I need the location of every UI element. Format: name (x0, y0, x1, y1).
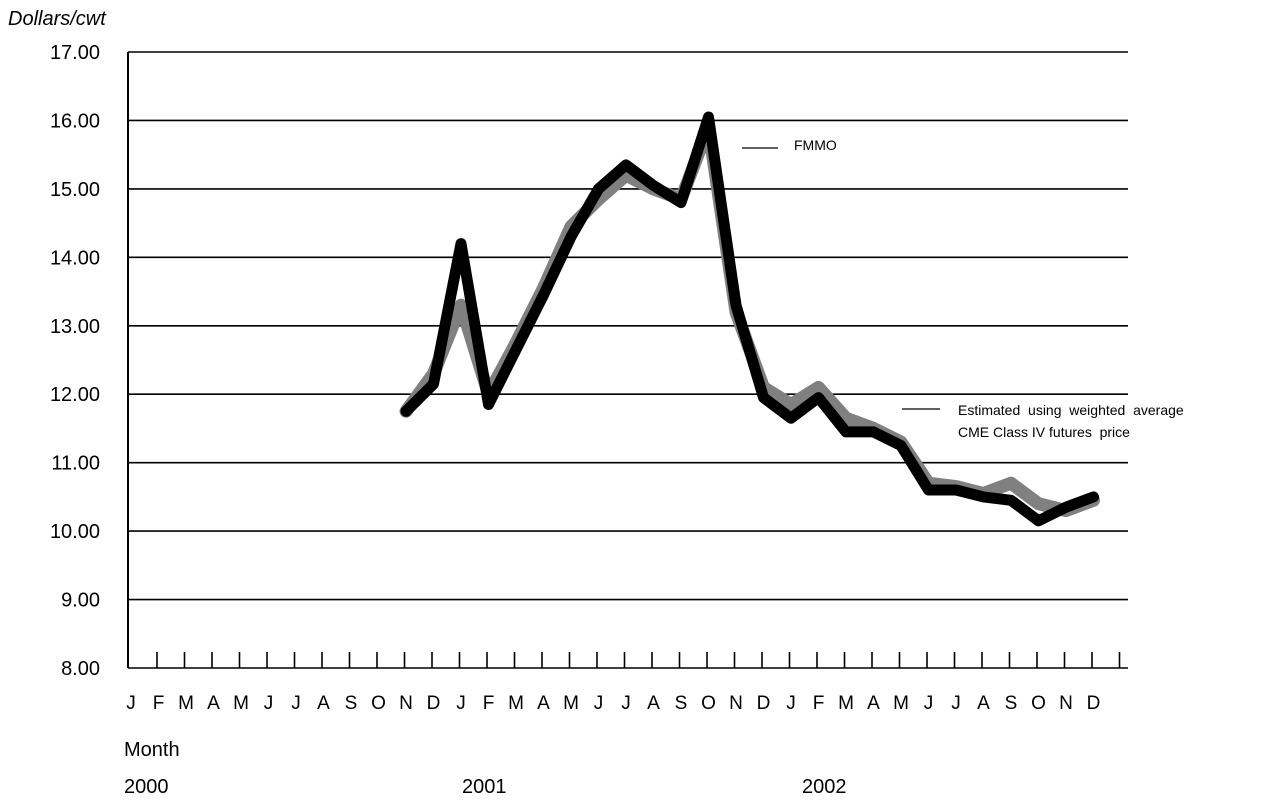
series-line-fmmo (400, 111, 1099, 527)
x-tick-label: D (1087, 693, 1101, 714)
annotation-fmmo: FMMO (794, 137, 837, 153)
x-tick-label: D (427, 693, 441, 714)
year-label-2000: 2000 (124, 776, 169, 798)
y-tick-label: 13.00 (50, 316, 100, 338)
x-tick-label: J (456, 693, 466, 714)
series-line-cme-estimate (399, 120, 1100, 518)
y-tick-labels: 8.00 9.00 10.00 11.00 12.00 13.00 14.00 15.00 16… (50, 42, 100, 680)
x-tick-label: A (207, 693, 220, 714)
x-tick-label: A (537, 693, 550, 714)
x-tick-label: M (563, 693, 579, 714)
axes (127, 52, 1128, 669)
x-tick-label: N (1059, 693, 1073, 714)
y-tick-label: 16.00 (50, 110, 100, 132)
y-tick-label: 12.00 (50, 384, 100, 406)
y-axis-label: Dollars/cwt (8, 8, 106, 30)
x-tick-label: F (483, 693, 495, 714)
y-tick-label: 8.00 (61, 658, 100, 680)
x-tick-label: D (757, 693, 771, 714)
x-tick-label: J (786, 693, 796, 714)
x-tick-label: O (701, 693, 716, 714)
x-tick-label: F (813, 693, 825, 714)
y-tick-label: 11.00 (51, 453, 100, 475)
y-tick-label: 10.00 (50, 521, 100, 543)
x-tick-label: F (153, 693, 165, 714)
y-tick-label: 14.00 (50, 247, 100, 269)
year-label-2002: 2002 (802, 776, 847, 798)
x-tick-label: N (729, 693, 743, 714)
x-tick-label: S (345, 693, 358, 714)
x-axis-label: Month (124, 739, 180, 761)
x-tick-label: J (126, 693, 136, 714)
x-tick-label: M (233, 693, 249, 714)
x-tick-label: J (291, 693, 301, 714)
annotation-cme-line2: CME Class IV futures price (958, 424, 1130, 440)
x-tick-label: A (647, 693, 660, 714)
y-tick-label: 17.00 (50, 42, 100, 64)
x-tick-label: M (508, 693, 524, 714)
gridlines (128, 51, 1128, 601)
x-tick-label: S (675, 693, 688, 714)
x-tick-label: J (594, 693, 604, 714)
x-tick-label: A (867, 693, 880, 714)
y-tick-label: 9.00 (61, 590, 100, 612)
x-tick-label: O (371, 693, 386, 714)
x-tick-label: A (977, 693, 990, 714)
x-tick-label: M (893, 693, 909, 714)
annotation-leaders (742, 147, 940, 410)
x-tick-label: A (317, 693, 330, 714)
series-lines (399, 111, 1100, 527)
x-tick-label: J (264, 693, 274, 714)
x-tick-label: J (621, 693, 631, 714)
y-tick-label: 15.00 (50, 179, 100, 201)
x-tick-label: S (1005, 693, 1018, 714)
x-tick-label: M (178, 693, 194, 714)
x-tick-label: N (399, 693, 413, 714)
year-label-2001: 2001 (462, 776, 507, 798)
x-tick-label: M (838, 693, 854, 714)
x-tick-label: O (1031, 693, 1046, 714)
annotation-cme-line1: Estimated using weighted average (958, 402, 1184, 418)
x-tick-label: J (951, 693, 961, 714)
x-tick-label: J (924, 693, 934, 714)
